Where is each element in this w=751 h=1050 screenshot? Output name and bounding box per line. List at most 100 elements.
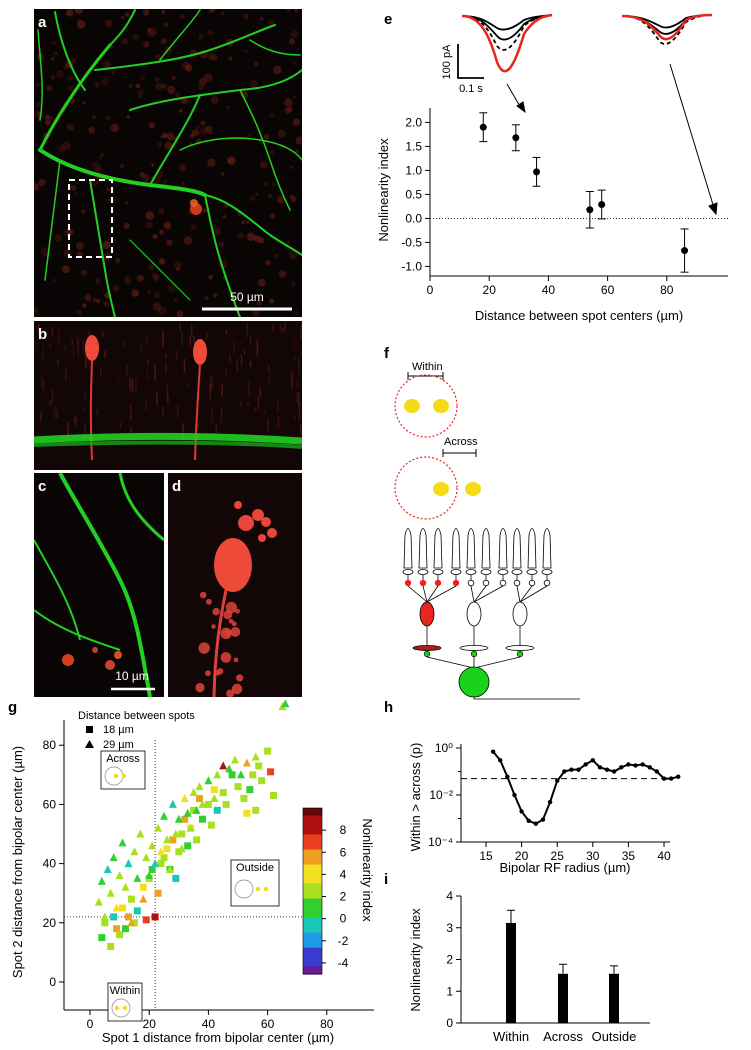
square-marker [110,913,118,921]
colorbar-segment [303,819,322,824]
data-point [604,767,610,772]
y-tick-label: 10⁻² [429,788,453,802]
terminal-blob [228,618,234,624]
speckle [45,114,51,120]
speckle [249,79,259,89]
speckle [71,58,77,63]
data-point [547,799,553,805]
speckle [290,373,293,389]
speckle [164,353,167,359]
data-point [633,763,638,768]
colorbar-segment [303,845,322,851]
triangle-marker [157,847,166,856]
square-marker [181,815,189,823]
square-marker [139,883,147,891]
triangle-marker [124,859,133,868]
speckle [142,9,150,16]
speckle [218,241,225,248]
speckle [190,223,197,231]
speckle [178,163,187,172]
photoreceptor-terminal [417,569,429,575]
speckle [131,289,140,297]
triangle-marker [198,799,207,808]
speckle [157,142,163,148]
speckle [91,161,101,171]
speckle [139,94,143,98]
dendrite-line [519,585,548,603]
data-point [533,821,539,826]
speckle [257,278,266,287]
panel-b-micrograph [34,321,302,470]
square-marker [270,792,278,800]
speckle [277,129,286,138]
speckle [180,330,183,344]
speckle [197,84,204,91]
square-marker [98,934,106,942]
terminal-blob [225,629,232,636]
speckle [198,78,207,86]
square-marker [178,830,186,838]
square-marker [142,916,150,924]
square-marker [119,904,127,912]
speckle [66,228,74,236]
x-tick-label: 25 [551,849,565,863]
speckle [268,194,273,199]
photoreceptor-terminal [465,569,477,575]
triangle-marker [145,870,154,879]
synapse-icon [423,650,431,658]
square-marker [169,836,177,844]
speckle [296,391,298,403]
x-tick-label: 30 [586,849,600,863]
colorbar-tick-label: -2 [338,934,349,948]
speckle [95,166,103,173]
colorbar-tick-label: -4 [338,956,349,970]
speckle [126,364,128,377]
triangle-marker [213,770,222,779]
square-marker [267,768,275,776]
speckle [35,101,43,108]
speckle [116,372,119,381]
speckle [81,209,86,214]
speckle [226,156,236,165]
speckle [94,82,100,88]
panel-label-g: g [8,699,17,716]
triangle-marker [148,841,157,850]
speckle [165,363,168,373]
rf-circle-icon [234,879,254,899]
spot-icon [255,886,261,892]
triangle-marker [112,903,121,912]
speckle [243,348,246,355]
colorbar-segment [303,834,322,839]
bipolar-terminal [459,645,489,651]
speckle [259,160,268,169]
triangle-marker [231,755,240,764]
colorbar-segment [303,860,322,866]
x-tick-label: 0 [87,1017,94,1031]
speckle [61,141,71,151]
speckle [139,75,146,81]
x-axis-label: Distance between spot centers (µm) [475,308,683,323]
triangle-marker [133,873,142,882]
speckle [287,106,293,112]
data-point [512,792,517,798]
terminal-blob [205,598,212,605]
photoreceptor-icon [527,528,537,569]
speckle [38,179,46,187]
speckle [276,195,285,204]
speckle [164,22,169,28]
square-marker [240,794,248,802]
triangle-marker [177,844,186,853]
triangle-marker [195,782,204,791]
photoreceptor-icon [451,528,461,569]
triangle-marker [115,870,124,879]
x-tick-label: 0 [427,283,434,297]
speckle [114,257,121,264]
spot-icon [121,773,127,779]
speckle [101,78,109,86]
bipolar-cell-icon [512,601,528,627]
data-point [569,767,574,772]
speckle [124,201,129,205]
speckle [153,274,160,281]
triangle-marker [121,882,130,891]
triangle-marker [189,788,198,797]
